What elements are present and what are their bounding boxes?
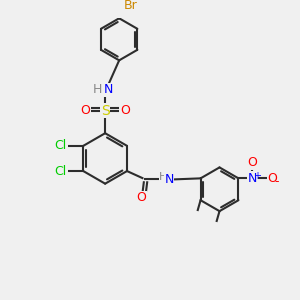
Text: O: O [81, 104, 91, 117]
Text: +: + [253, 170, 261, 181]
Text: N: N [164, 173, 174, 186]
Text: S: S [101, 104, 110, 118]
Text: Cl: Cl [55, 139, 67, 152]
Text: N: N [248, 172, 257, 185]
Text: N: N [103, 83, 112, 96]
Text: H: H [159, 172, 168, 182]
Text: O: O [120, 104, 130, 117]
Text: Cl: Cl [55, 165, 67, 178]
Text: -: - [274, 175, 279, 188]
Text: Br: Br [124, 0, 137, 12]
Text: H: H [93, 83, 102, 96]
Text: O: O [267, 172, 277, 185]
Text: O: O [136, 191, 146, 204]
Text: O: O [248, 156, 257, 170]
